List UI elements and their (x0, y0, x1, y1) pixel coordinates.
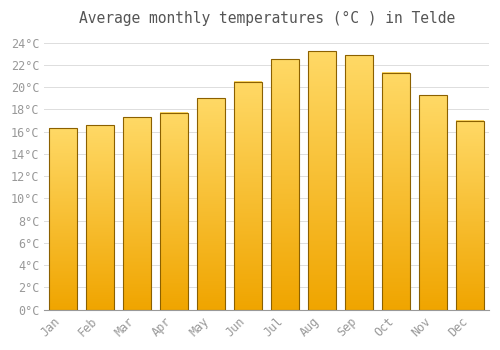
Bar (272, 59, 299, 310)
Bar (197, 98, 225, 310)
Bar (234, 82, 262, 310)
Bar (86, 125, 114, 310)
Bar (160, 113, 188, 310)
Bar (123, 117, 151, 310)
Bar (382, 73, 410, 310)
Bar (346, 55, 373, 310)
Title: Average monthly temperatures (°C ) in Telde: Average monthly temperatures (°C ) in Te… (78, 11, 455, 26)
Bar (308, 51, 336, 310)
Bar (49, 128, 77, 310)
Bar (456, 120, 484, 310)
Bar (420, 95, 447, 310)
